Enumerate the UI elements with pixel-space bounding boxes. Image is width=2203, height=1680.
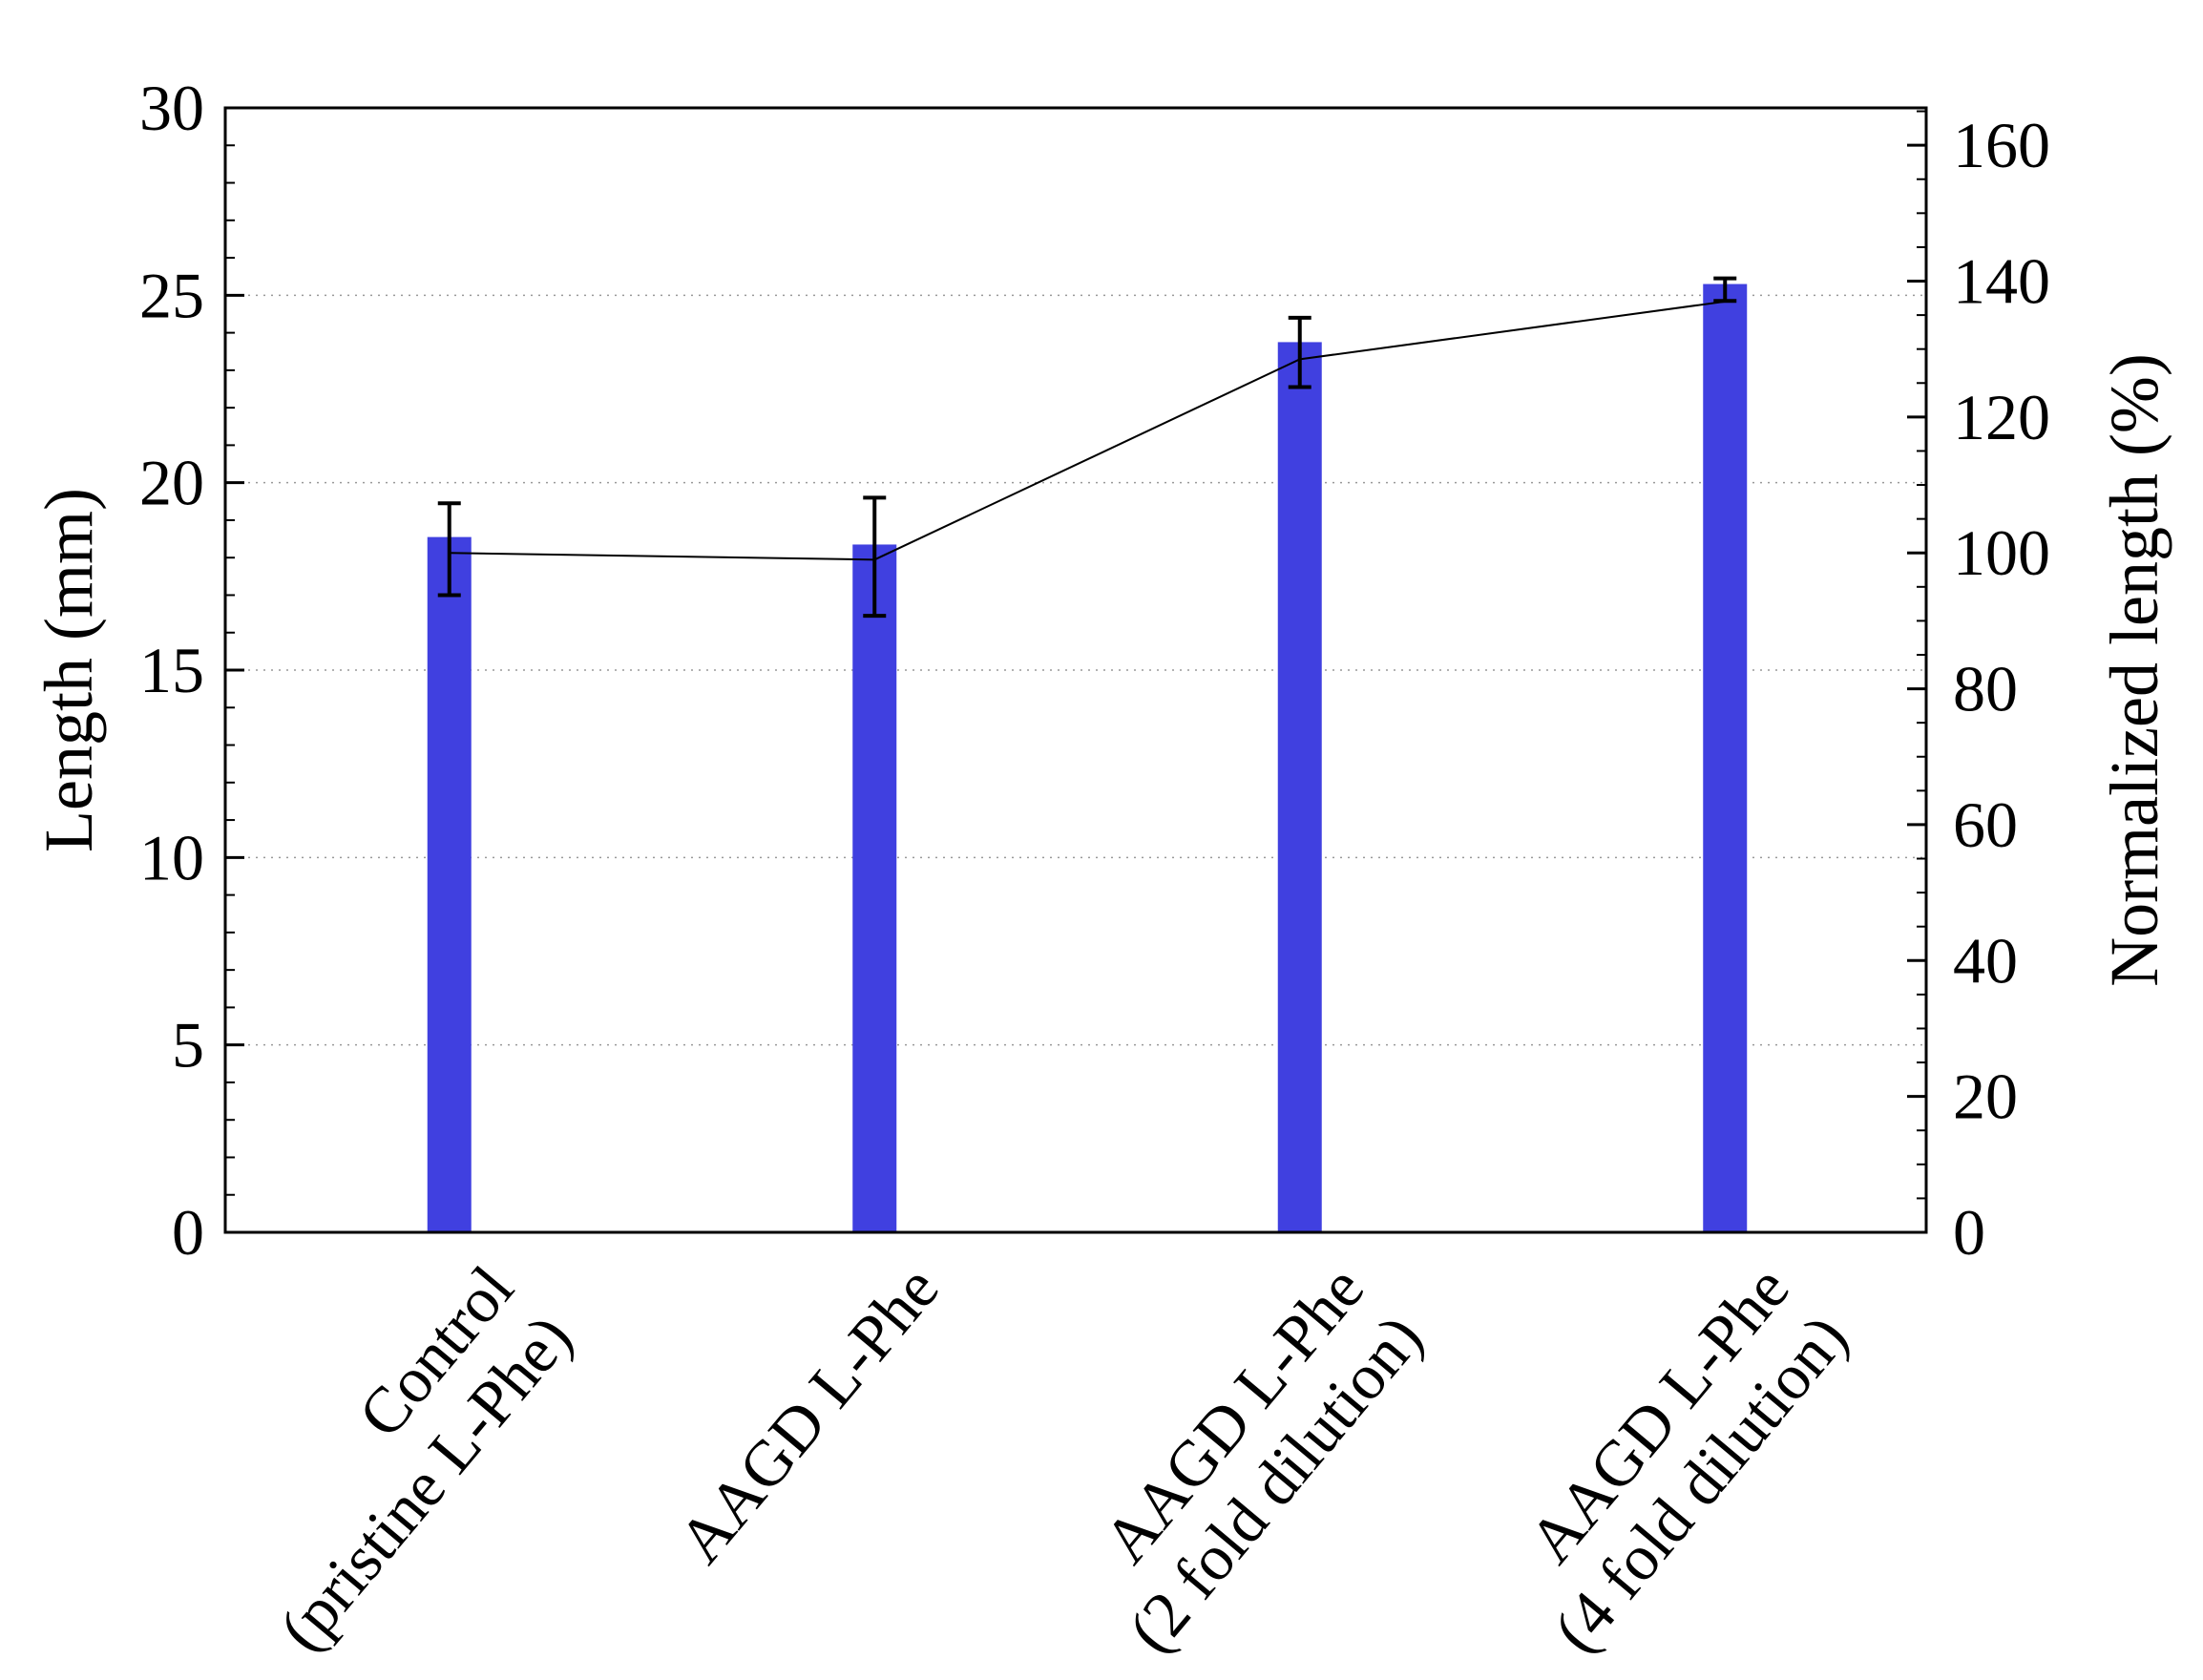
plot-frame (223, 106, 1928, 1234)
line-series (449, 300, 1726, 561)
bar (427, 536, 472, 1232)
right-axis-ticks: 0 20 40 60 80 100 120 140 160 (1907, 109, 2050, 1269)
category-label: AAGD L-Phe(4 fold dilution) (1515, 1252, 1862, 1666)
y-tick-label: 15 (139, 634, 204, 706)
y2-tick-label: 20 (1953, 1060, 2018, 1133)
category-label-line: AAGD L-Phe (664, 1252, 953, 1577)
left-axis-title: Length (mm) (31, 488, 107, 852)
category-label: Control(pristine L-Phe) (264, 1252, 585, 1665)
error-bars (437, 276, 1737, 619)
normalized-line (449, 300, 1726, 561)
y2-tick-label: 100 (1953, 516, 2050, 589)
y2-tick-label: 80 (1953, 653, 2018, 725)
category-labels: Control(pristine L-Phe) AAGD L-Phe AAGD L-… (264, 1252, 1862, 1666)
bar (1277, 342, 1322, 1233)
y2-tick-label: 60 (1953, 788, 2018, 861)
bar (852, 544, 897, 1232)
y-tick-label: 10 (139, 821, 204, 893)
y2-tick-label: 160 (1953, 109, 2050, 181)
y-tick-label: 30 (139, 72, 204, 144)
y-tick-label: 25 (139, 259, 204, 331)
y2-tick-label: 140 (1953, 245, 2050, 318)
y-tick-label: 0 (172, 1196, 204, 1269)
y2-tick-label: 0 (1953, 1196, 1985, 1269)
right-axis-title: Normalized length (%) (2096, 353, 2172, 987)
left-axis-ticks: 0 5 10 15 20 25 30 (139, 72, 244, 1269)
category-label: AAGD L-Phe(2 fold dilution) (1089, 1252, 1437, 1666)
y-tick-label: 5 (172, 1009, 204, 1082)
y2-tick-label: 120 (1953, 381, 2050, 453)
grid-lines (225, 294, 1926, 1046)
category-label: AAGD L-Phe (664, 1252, 953, 1577)
bars (427, 284, 1748, 1233)
y2-tick-label: 40 (1953, 924, 2018, 997)
y-tick-label: 20 (139, 447, 204, 519)
bar (1703, 284, 1748, 1232)
